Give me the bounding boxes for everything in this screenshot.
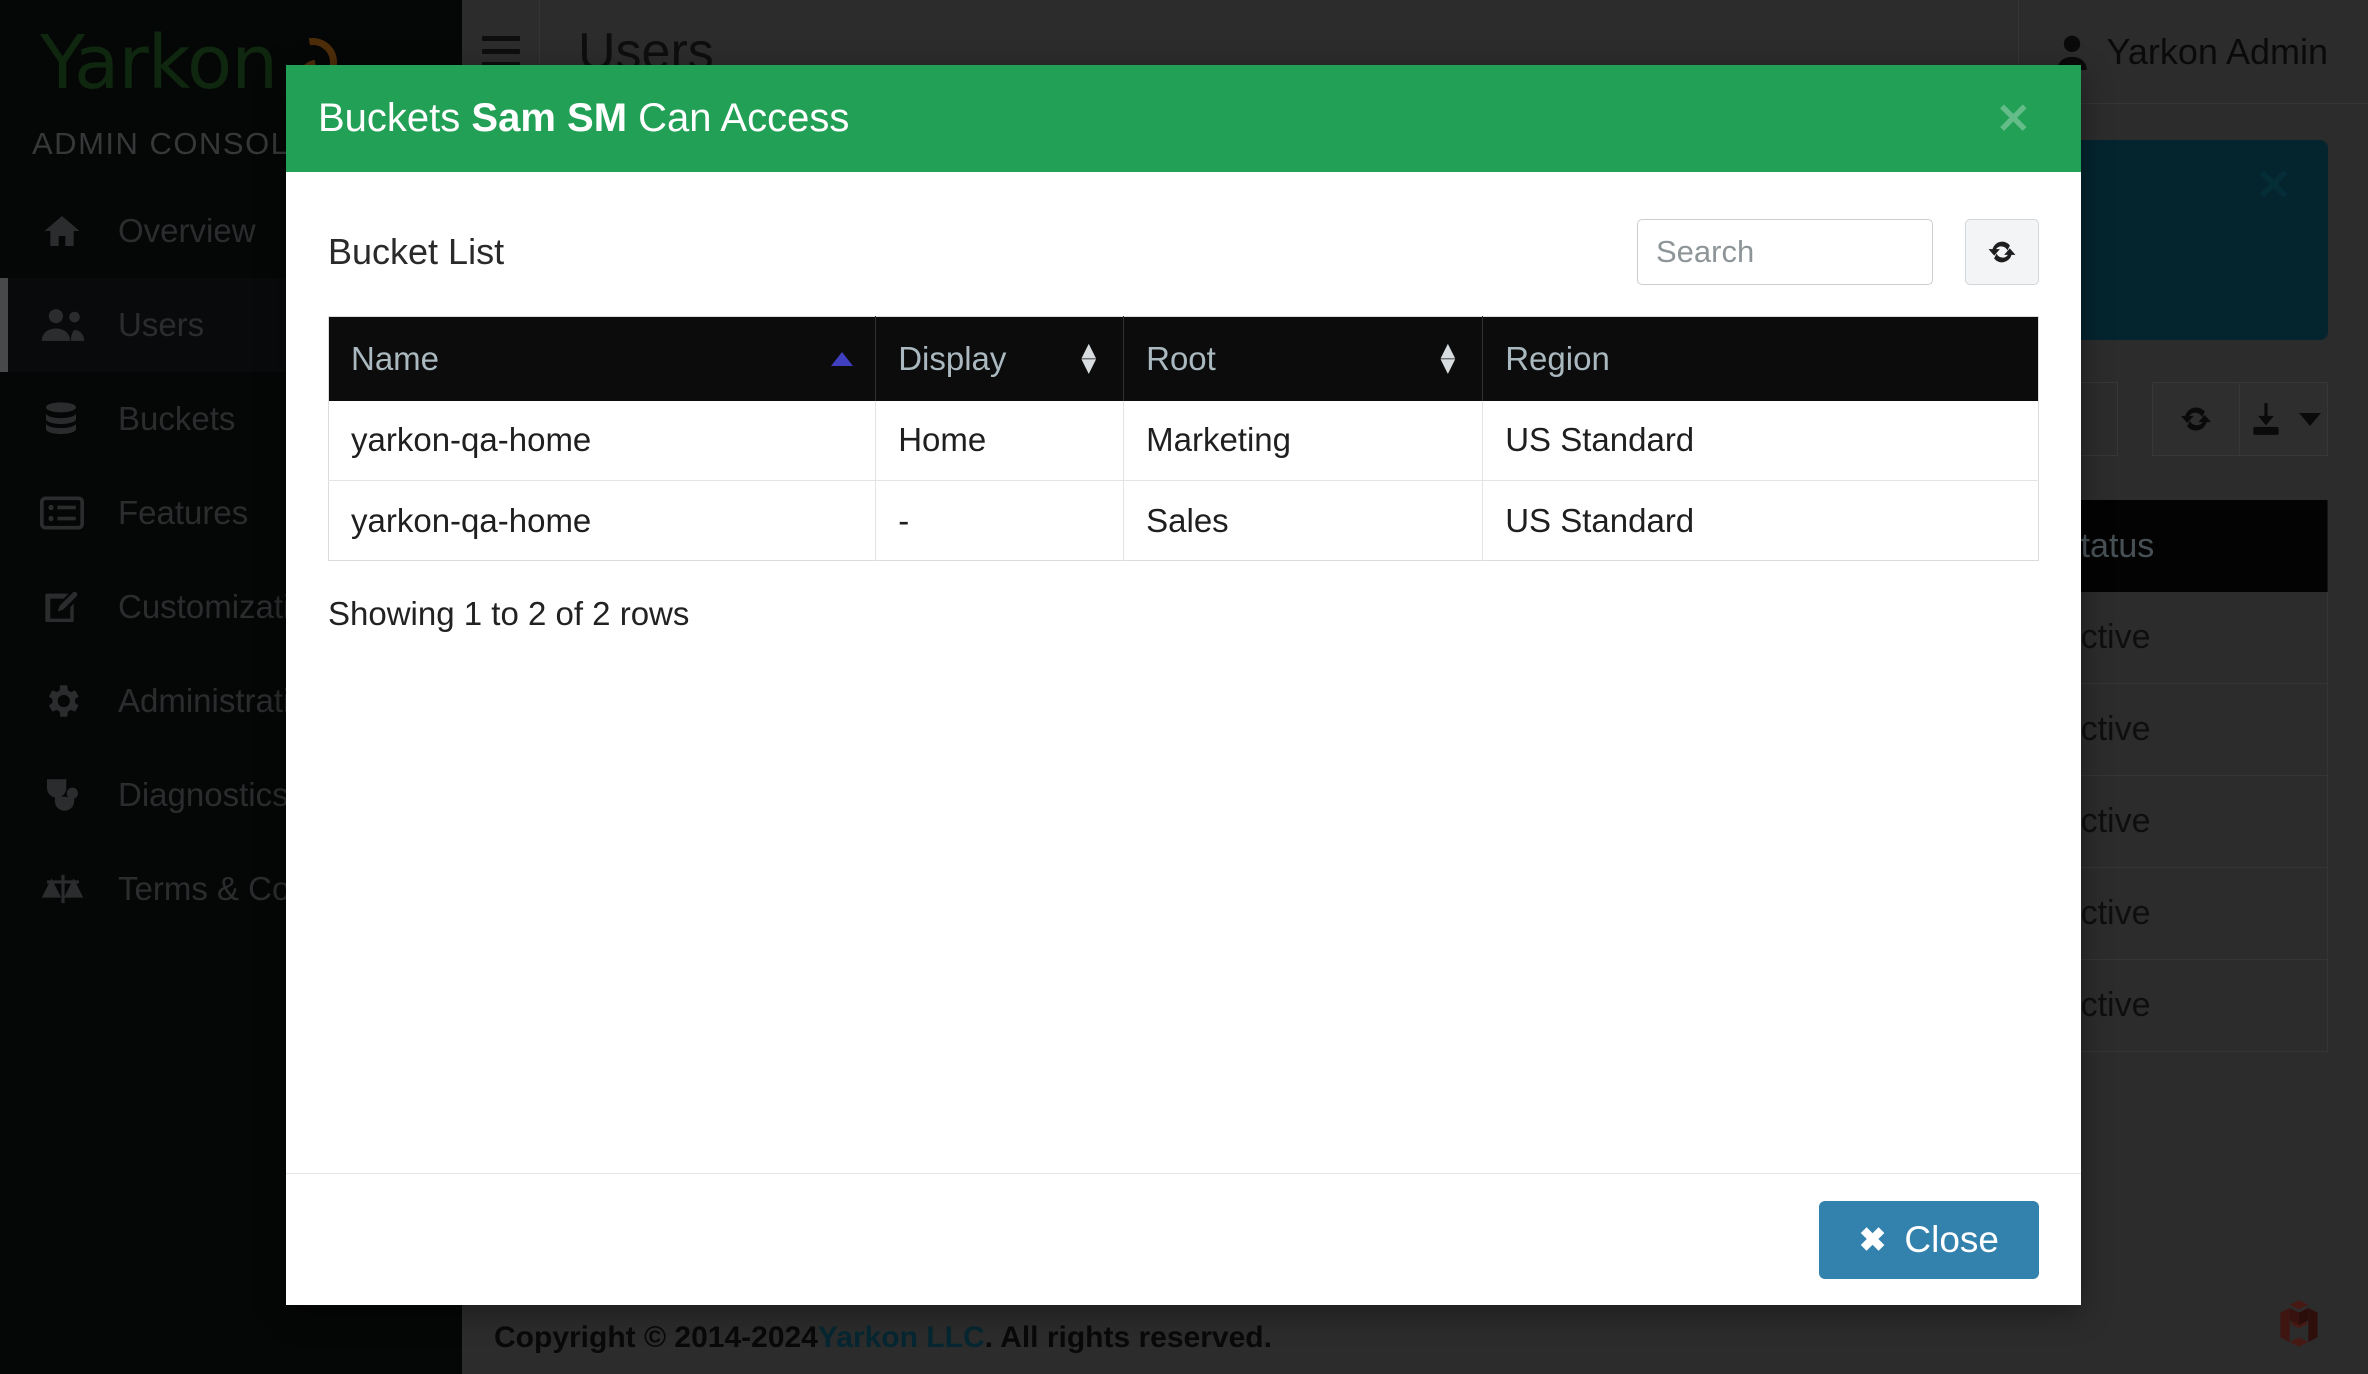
close-button-label: Close — [1904, 1218, 1999, 1260]
modal-title-prefix: Buckets — [318, 96, 472, 140]
column-label: Display — [898, 339, 1007, 377]
xmark-icon: ✖ — [1858, 1221, 1887, 1258]
modal-title-user: Sam SM — [471, 96, 628, 140]
cell-display: Home — [875, 400, 1125, 481]
sort-asc-icon — [831, 351, 854, 366]
column-header-root[interactable]: Root ▲ ▼ — [1123, 316, 1484, 401]
sort-both-icon: ▲ ▼ — [1435, 336, 1461, 380]
bucket-table-body: yarkon-qa-home Home Marketing US Standar… — [328, 400, 2039, 561]
bucket-list-toolbar: Bucket List — [328, 216, 2039, 288]
column-header-name[interactable]: Name — [328, 316, 877, 401]
bucket-list-table: Name Display ▲ ▼ Root ▲ ▼ Region — [328, 316, 2039, 561]
column-label: Root — [1146, 339, 1216, 377]
cell-root: Sales — [1123, 480, 1484, 561]
column-label: Region — [1505, 339, 1610, 377]
table-row[interactable]: yarkon-qa-home - Sales US Standard — [328, 480, 2039, 561]
table-row[interactable]: yarkon-qa-home Home Marketing US Standar… — [328, 400, 2039, 481]
cell-root: Marketing — [1123, 400, 1484, 481]
column-label: Name — [351, 339, 440, 377]
cell-region: US Standard — [1505, 501, 1695, 539]
bucket-table-header-row: Name Display ▲ ▼ Root ▲ ▼ Region — [328, 316, 2039, 401]
modal-header: Buckets Sam SM Can Access ✕ — [286, 65, 2081, 172]
close-icon[interactable]: ✕ — [1995, 94, 2031, 142]
cell-name: yarkon-qa-home — [328, 400, 877, 481]
refresh-icon[interactable] — [1965, 219, 2039, 285]
search-input[interactable] — [1637, 219, 1933, 285]
showing-rows-status: Showing 1 to 2 of 2 rows — [328, 595, 690, 632]
modal-title-suffix: Can Access — [627, 96, 850, 140]
column-header-region[interactable]: Region — [1482, 316, 2039, 401]
cell-region: US Standard — [1482, 400, 2039, 481]
cell-name: yarkon-qa-home — [328, 480, 877, 561]
bucket-list-title: Bucket List — [328, 231, 505, 272]
modal-footer: ✖ Close — [286, 1173, 2081, 1305]
modal-body: Bucket List Name Display — [286, 172, 2081, 1173]
sort-both-icon: ▲ ▼ — [1076, 336, 1102, 380]
buckets-access-modal: Buckets Sam SM Can Access ✕ Bucket List … — [286, 65, 2081, 1305]
bucket-table-head: Name Display ▲ ▼ Root ▲ ▼ Region — [328, 316, 2039, 401]
close-button[interactable]: ✖ Close — [1818, 1200, 2039, 1279]
cell-display: - — [875, 480, 1125, 561]
modal-title: Buckets Sam SM Can Access — [318, 96, 849, 141]
column-header-display[interactable]: Display ▲ ▼ — [875, 316, 1125, 401]
